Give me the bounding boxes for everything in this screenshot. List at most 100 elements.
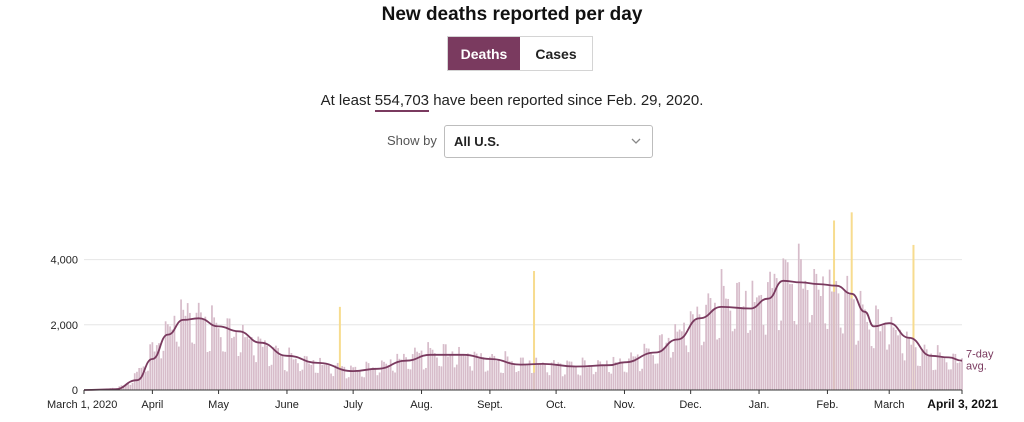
daily-bar xyxy=(687,352,690,390)
daily-bar xyxy=(674,324,677,390)
daily-bar xyxy=(533,372,535,390)
daily-bar xyxy=(645,348,648,390)
daily-bar xyxy=(590,366,593,390)
daily-bar xyxy=(861,304,864,390)
daily-bar xyxy=(890,316,893,390)
daily-bar xyxy=(420,350,423,390)
daily-bar xyxy=(566,360,568,390)
x-tick-label: Dec. xyxy=(679,399,702,411)
daily-bar xyxy=(400,359,403,390)
y-tick-label: 4,000 xyxy=(50,255,78,267)
daily-bar xyxy=(290,352,293,390)
daily-bar xyxy=(586,367,588,390)
daily-bar xyxy=(495,361,498,390)
daily-bar xyxy=(678,329,681,390)
daily-bar xyxy=(482,357,485,390)
daily-bar xyxy=(850,298,853,390)
daily-bar xyxy=(447,356,449,390)
daily-bar xyxy=(868,329,871,390)
x-tick-label: Sept. xyxy=(477,399,503,411)
daily-bar xyxy=(864,309,866,390)
daily-bar xyxy=(451,351,454,390)
daily-bar xyxy=(744,290,747,390)
axis-labels: 0 2,000 4,000 March 1, 2020 April May June July… xyxy=(47,255,998,411)
daily-bar xyxy=(162,350,165,390)
daily-bar xyxy=(272,347,275,390)
daily-bar xyxy=(905,331,908,390)
daily-bar xyxy=(127,382,129,390)
daily-bar xyxy=(711,308,714,390)
daily-bar xyxy=(815,273,818,390)
daily-bar xyxy=(387,365,390,390)
daily-bar xyxy=(894,329,897,390)
daily-bar xyxy=(791,284,793,390)
daily-bar xyxy=(806,290,809,390)
daily-bar xyxy=(427,342,429,390)
daily-bar xyxy=(661,334,663,390)
daily-bar xyxy=(733,328,736,390)
summary-suffix: have been reported since Feb. 29, 2020. xyxy=(433,92,704,109)
daily-bar xyxy=(438,365,441,390)
x-tick-label: March xyxy=(874,399,905,411)
daily-bar xyxy=(914,347,917,390)
daily-bar xyxy=(511,361,513,390)
daily-bar xyxy=(725,298,727,390)
daily-bar xyxy=(310,364,313,390)
summary-text: At least 554,703 have been reported sinc… xyxy=(0,92,1024,112)
daily-bar xyxy=(466,353,469,390)
daily-bar xyxy=(361,376,363,390)
daily-bar xyxy=(800,259,802,390)
daily-bar xyxy=(403,353,405,390)
daily-bar xyxy=(692,314,694,390)
daily-bar xyxy=(934,369,937,390)
daily-bar xyxy=(636,354,639,390)
daily-bar xyxy=(288,347,291,390)
daily-bar xyxy=(928,354,930,390)
region-select[interactable]: All U.S. xyxy=(444,125,653,158)
daily-bar xyxy=(680,331,683,390)
daily-bar xyxy=(502,372,505,390)
daily-bar xyxy=(720,269,723,390)
daily-bar xyxy=(932,370,935,390)
daily-bar xyxy=(508,361,511,390)
daily-bar xyxy=(133,373,136,390)
daily-bar xyxy=(581,357,584,390)
daily-bar xyxy=(235,331,238,390)
daily-bar xyxy=(780,320,782,390)
daily-bar xyxy=(480,353,482,390)
daily-bar xyxy=(418,353,421,390)
daily-bar xyxy=(954,353,957,390)
daily-bar xyxy=(270,364,273,390)
daily-bar xyxy=(449,354,452,390)
daily-bar xyxy=(277,348,279,390)
daily-bars xyxy=(85,243,963,390)
x-tick-label: Nov. xyxy=(614,399,636,411)
daily-bar xyxy=(641,368,643,390)
daily-bar xyxy=(764,334,767,390)
daily-bar xyxy=(608,372,610,390)
daily-bar xyxy=(224,351,227,390)
daily-bar xyxy=(458,346,460,390)
daily-bar xyxy=(760,294,763,390)
daily-bar xyxy=(453,367,456,390)
daily-bar xyxy=(197,302,200,390)
daily-bar xyxy=(528,360,531,390)
daily-bar xyxy=(910,344,913,390)
chart-title: New deaths reported per day xyxy=(381,4,643,25)
cases-tab-button[interactable]: Cases xyxy=(520,37,592,70)
daily-bar xyxy=(822,276,824,390)
x-tick-label: May xyxy=(208,399,229,411)
daily-bar xyxy=(275,345,277,390)
daily-bar xyxy=(663,347,666,390)
daily-bar xyxy=(343,366,346,390)
daily-bar xyxy=(539,363,542,390)
daily-bar xyxy=(155,345,158,390)
daily-bar xyxy=(385,363,388,390)
daily-bar xyxy=(506,356,509,390)
daily-bar xyxy=(855,344,857,390)
deaths-tab-button[interactable]: Deaths xyxy=(448,37,520,70)
daily-bar xyxy=(208,351,211,390)
daily-bar xyxy=(396,353,399,390)
axes xyxy=(83,389,963,394)
